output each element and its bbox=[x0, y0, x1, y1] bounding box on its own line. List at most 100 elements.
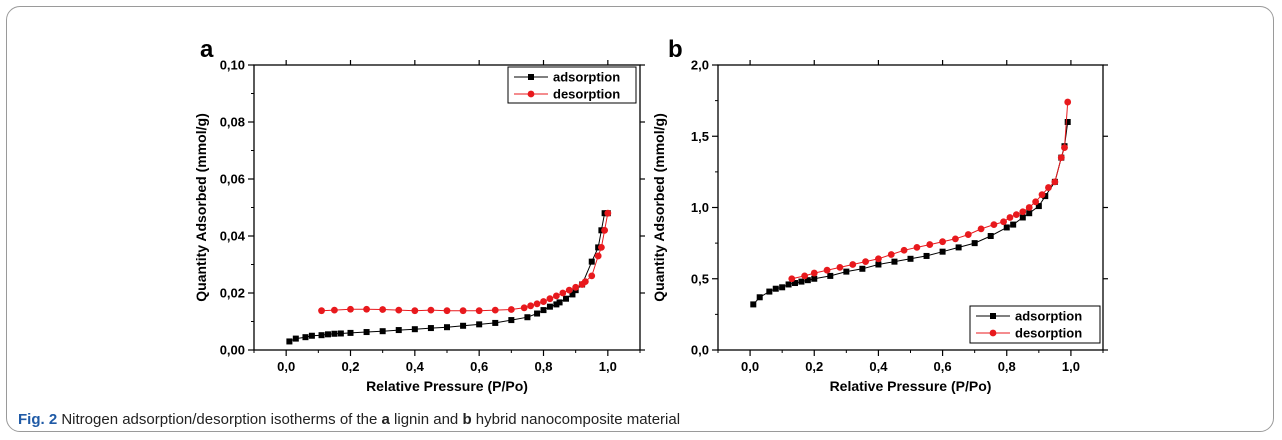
x-tick-label-a-5: 1,0 bbox=[599, 359, 617, 374]
data-point-desorption-b bbox=[801, 272, 809, 280]
y-tick-label-b-3: 1,5 bbox=[691, 129, 709, 144]
series-line-desorption-b bbox=[791, 102, 1069, 280]
data-point-desorption-b bbox=[1019, 208, 1027, 216]
legend-label-desorption-b: desorption bbox=[1015, 326, 1082, 341]
x-tick-label-a-3: 0,6 bbox=[470, 359, 488, 374]
data-point-adsorption-a bbox=[460, 322, 467, 329]
data-point-adsorption-a bbox=[569, 291, 576, 298]
data-point-adsorption-b bbox=[785, 281, 792, 288]
data-point-adsorption-a bbox=[427, 325, 434, 332]
data-point-adsorption-a bbox=[347, 329, 354, 336]
data-point-adsorption-b bbox=[792, 280, 798, 287]
legend-label-desorption-a: desorption bbox=[553, 87, 620, 102]
data-point-desorption-a bbox=[459, 307, 467, 315]
y-axis-label-b: Quantity Adsorbed (mmol/g) bbox=[651, 113, 667, 301]
data-point-adsorption-b bbox=[1042, 193, 1049, 200]
data-point-adsorption-a bbox=[337, 330, 344, 337]
data-point-desorption-b bbox=[849, 261, 857, 268]
data-point-adsorption-a bbox=[411, 326, 418, 333]
data-point-adsorption-b bbox=[1026, 210, 1033, 217]
data-point-desorption-a bbox=[559, 289, 567, 297]
panel-label-a: a bbox=[200, 36, 214, 63]
data-point-desorption-b bbox=[1051, 178, 1059, 186]
data-point-adsorption-a bbox=[318, 332, 325, 339]
data-point-desorption-a bbox=[598, 244, 605, 251]
data-point-desorption-a bbox=[411, 307, 419, 315]
data-point-desorption-b bbox=[1057, 154, 1065, 162]
data-point-desorption-a bbox=[395, 306, 403, 314]
data-point-desorption-b bbox=[1000, 218, 1007, 226]
data-point-adsorption-b bbox=[798, 278, 805, 285]
legend-box-b bbox=[969, 305, 1101, 344]
data-point-desorption-a bbox=[594, 252, 602, 260]
data-point-adsorption-a bbox=[363, 329, 370, 336]
data-point-adsorption-a bbox=[324, 331, 331, 338]
y-tick-label-a-1: 0,02 bbox=[220, 286, 245, 301]
legend-label-adsorption-a: adsorption bbox=[553, 70, 620, 85]
data-point-desorption-b bbox=[862, 258, 869, 266]
data-point-adsorption-a bbox=[379, 328, 386, 335]
data-point-adsorption-b bbox=[955, 244, 962, 251]
data-point-adsorption-a bbox=[476, 321, 483, 328]
data-point-adsorption-b bbox=[971, 240, 978, 247]
data-point-desorption-b bbox=[1025, 204, 1033, 211]
x-tick-label-b-2: 0,4 bbox=[869, 359, 888, 374]
data-point-desorption-a bbox=[347, 305, 354, 313]
data-point-desorption-a bbox=[552, 292, 560, 300]
data-point-adsorption-b bbox=[1064, 119, 1071, 125]
data-point-adsorption-a bbox=[331, 330, 338, 337]
data-point-desorption-b bbox=[1012, 211, 1020, 219]
data-point-desorption-b bbox=[926, 241, 934, 248]
y-tick-label-b-0: 0,0 bbox=[691, 343, 709, 358]
data-point-desorption-a bbox=[520, 304, 528, 312]
data-point-adsorption-a bbox=[524, 314, 531, 321]
data-point-desorption-b bbox=[1064, 98, 1072, 106]
legend-label-adsorption-b: adsorption bbox=[1015, 309, 1082, 324]
data-point-desorption-b bbox=[1006, 214, 1014, 221]
data-point-adsorption-a bbox=[292, 335, 299, 342]
data-point-adsorption-b bbox=[756, 294, 763, 301]
data-point-desorption-b bbox=[913, 244, 921, 251]
panel-label-b: b bbox=[668, 36, 683, 63]
x-tick-label-b-3: 0,6 bbox=[934, 359, 952, 374]
y-axis-label-a: Quantity Adsorbed (mmol/g) bbox=[193, 113, 209, 301]
plot-frame-a bbox=[253, 64, 641, 351]
data-point-desorption-a bbox=[443, 307, 451, 315]
data-point-adsorption-b bbox=[859, 265, 866, 272]
data-point-adsorption-b bbox=[1003, 224, 1010, 231]
data-point-desorption-a bbox=[527, 302, 535, 310]
x-tick-label-a-4: 0,8 bbox=[534, 359, 552, 374]
caption-panel-a: a bbox=[381, 411, 390, 428]
legend-marker-adsorption-b bbox=[990, 313, 996, 319]
caption-panel-b: b bbox=[462, 411, 472, 428]
caption-text-3: hybrid nanocomposite material bbox=[471, 411, 681, 428]
data-point-desorption-a bbox=[540, 298, 547, 305]
y-tick-label-b-4: 2,0 bbox=[691, 58, 709, 73]
data-point-desorption-a bbox=[533, 300, 541, 308]
data-point-adsorption-b bbox=[891, 258, 898, 265]
data-point-desorption-a bbox=[572, 283, 580, 291]
data-point-adsorption-a bbox=[534, 310, 541, 317]
y-tick-label-b-2: 1,0 bbox=[691, 200, 709, 215]
legend-marker-desorption-b bbox=[989, 329, 997, 337]
data-point-adsorption-a bbox=[563, 295, 570, 302]
x-tick-label-a-0: 0,0 bbox=[277, 359, 295, 374]
data-point-desorption-a bbox=[363, 305, 370, 313]
legend-marker-desorption-a bbox=[527, 90, 535, 98]
data-point-desorption-b bbox=[952, 235, 959, 243]
data-point-desorption-a bbox=[578, 281, 586, 288]
data-point-adsorption-a bbox=[553, 301, 560, 308]
data-point-adsorption-a bbox=[588, 258, 595, 265]
data-point-desorption-a bbox=[475, 307, 483, 315]
data-point-adsorption-b bbox=[827, 272, 834, 279]
data-point-desorption-a bbox=[331, 306, 338, 314]
data-point-adsorption-a bbox=[492, 319, 499, 326]
data-point-adsorption-a bbox=[308, 332, 315, 339]
data-point-desorption-b bbox=[900, 246, 908, 254]
x-tick-label-b-4: 0,8 bbox=[998, 359, 1016, 374]
data-point-adsorption-a bbox=[508, 317, 515, 324]
x-axis-label-b: Relative Pressure (P/Po) bbox=[830, 378, 992, 394]
data-point-desorption-b bbox=[1061, 144, 1068, 152]
data-point-adsorption-b bbox=[750, 301, 757, 308]
